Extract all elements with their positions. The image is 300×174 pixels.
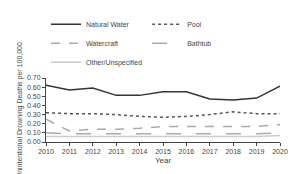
svg-text:0.20: 0.20 bbox=[27, 120, 41, 127]
svg-text:2016: 2016 bbox=[179, 148, 195, 155]
svg-text:2017: 2017 bbox=[202, 148, 218, 155]
svg-text:0.60: 0.60 bbox=[27, 84, 41, 91]
svg-text:2013: 2013 bbox=[108, 148, 124, 155]
svg-text:Year: Year bbox=[155, 156, 172, 165]
svg-text:Other/Unspecified: Other/Unspecified bbox=[86, 59, 142, 67]
svg-text:2020: 2020 bbox=[272, 148, 288, 155]
svg-text:0.50: 0.50 bbox=[27, 93, 41, 100]
svg-text:0.30: 0.30 bbox=[27, 111, 41, 118]
svg-text:Natural Water: Natural Water bbox=[86, 21, 130, 28]
svg-text:2012: 2012 bbox=[85, 148, 101, 155]
svg-text:2011: 2011 bbox=[62, 148, 77, 155]
svg-text:Watercraft: Watercraft bbox=[86, 40, 118, 47]
svg-text:0.10: 0.10 bbox=[27, 129, 41, 136]
svg-text:Unintentional Drowning Deaths: Unintentional Drowning Deaths per 100,00… bbox=[16, 42, 24, 174]
svg-text:Pool: Pool bbox=[187, 21, 201, 28]
svg-text:0.40: 0.40 bbox=[27, 102, 41, 109]
svg-text:0.70: 0.70 bbox=[27, 74, 41, 81]
svg-text:Bathtub: Bathtub bbox=[187, 40, 211, 47]
svg-text:0.00: 0.00 bbox=[27, 138, 41, 145]
svg-text:2019: 2019 bbox=[249, 148, 265, 155]
svg-text:2015: 2015 bbox=[155, 148, 171, 155]
svg-text:2014: 2014 bbox=[132, 148, 148, 155]
svg-text:2010: 2010 bbox=[38, 148, 54, 155]
svg-text:2018: 2018 bbox=[225, 148, 241, 155]
